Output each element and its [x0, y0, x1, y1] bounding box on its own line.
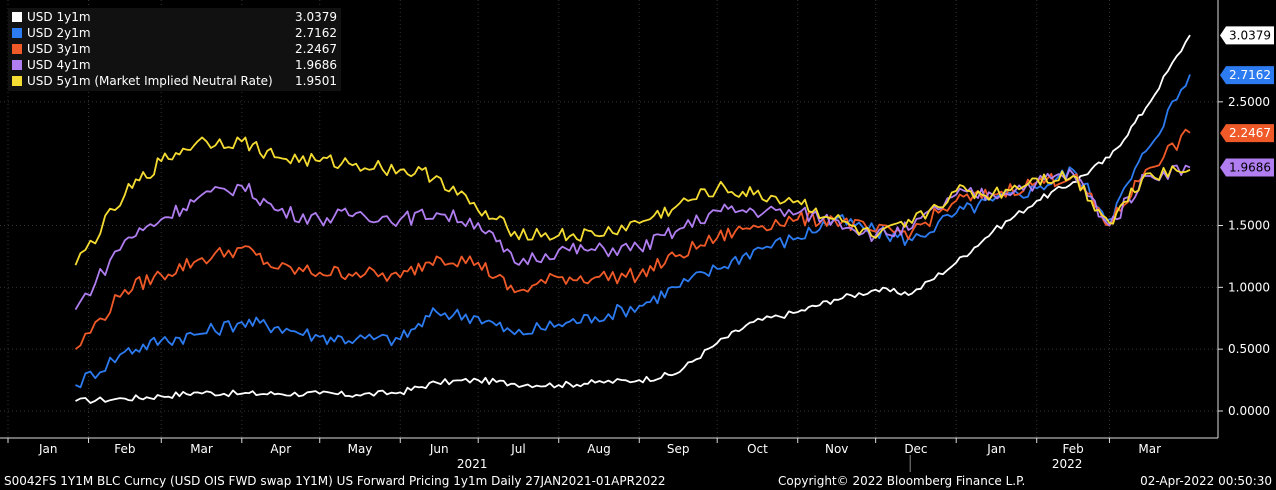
last-value-label: 1.9686: [1220, 158, 1274, 177]
footer-copyright: Copyright© 2022 Bloomberg Finance L.P.: [778, 474, 1026, 488]
legend-item: USD 4y1m 1.9686: [12, 57, 337, 73]
y-tick-label: 0.0000: [1228, 404, 1270, 418]
footer-timestamp: 02-Apr-2022 00:50:30: [1140, 474, 1272, 488]
x-tick-label: Jan: [986, 442, 1006, 456]
x-tick-label: Feb: [114, 442, 135, 456]
last-value-label: 2.2467: [1220, 124, 1274, 143]
x-tick-label: Mar: [190, 442, 213, 456]
legend-value: 2.7162: [295, 26, 337, 40]
legend-name: USD 4y1m: [27, 58, 91, 72]
x-tick-label: Mar: [1138, 442, 1161, 456]
last-value-label: 3.0379: [1220, 26, 1274, 45]
legend-swatch: [12, 60, 22, 70]
y-tick-label: 1.5000: [1228, 219, 1270, 233]
last-value-text: 3.0379: [1229, 28, 1271, 42]
x-tick-label: Jun: [429, 442, 449, 456]
legend-item: USD 5y1m (Market Implied Neutral Rate) 1.…: [12, 73, 337, 89]
legend-swatch: [12, 44, 22, 54]
last-value-text: 2.7162: [1229, 68, 1271, 82]
footer-source: S0042FS 1Y1M BLC Curncy (USD OIS FWD swa…: [4, 474, 666, 488]
x-tick-label: Dec: [904, 442, 927, 456]
series-line: [74, 136, 1191, 266]
legend-value: 3.0379: [295, 10, 337, 24]
x-tick-label: Apr: [270, 442, 291, 456]
x-tick-label: Aug: [587, 442, 610, 456]
legend-value: 1.9501: [295, 74, 337, 88]
x-tick-label: Jan: [38, 442, 58, 456]
legend-name: USD 3y1m: [27, 42, 91, 56]
last-value-label: 2.7162: [1220, 66, 1274, 85]
chart-legend: USD 1y1m 3.0379 USD 2y1m 2.7162 USD 3y1m 2.24…: [8, 8, 341, 91]
x-tick-label: Sep: [667, 442, 690, 456]
legend-item: USD 3y1m 2.2467: [12, 41, 337, 57]
y-tick-label: 0.5000: [1228, 342, 1270, 356]
x-tick-label: May: [348, 442, 373, 456]
x-tick-label: Nov: [825, 442, 848, 456]
legend-name: USD 2y1m: [27, 26, 91, 40]
year-label: 2022: [1052, 457, 1083, 471]
chart-footer: S0042FS 1Y1M BLC Curncy (USD OIS FWD swa…: [0, 472, 1276, 490]
series-line: [74, 128, 1191, 350]
legend-swatch: [12, 28, 22, 38]
legend-name: USD 5y1m (Market Implied Neutral Rate): [27, 74, 273, 88]
x-tick-label: Oct: [747, 442, 768, 456]
series-line: [74, 164, 1191, 311]
y-tick-label: 2.5000: [1228, 95, 1270, 109]
legend-swatch: [12, 76, 22, 86]
x-tick-label: Jul: [510, 442, 525, 456]
year-label: 2021: [457, 457, 488, 471]
last-value-text: 1.9686: [1229, 161, 1271, 175]
legend-name: USD 1y1m: [27, 10, 91, 24]
series-line: [75, 34, 1191, 404]
legend-value: 1.9686: [295, 58, 337, 72]
legend-item: USD 2y1m 2.7162: [12, 25, 337, 41]
legend-swatch: [12, 12, 22, 22]
y-tick-label: 1.0000: [1228, 280, 1270, 294]
x-tick-label: Feb: [1062, 442, 1083, 456]
legend-item: USD 1y1m 3.0379: [12, 9, 337, 25]
last-value-text: 2.2467: [1229, 126, 1271, 140]
legend-value: 2.2467: [295, 42, 337, 56]
